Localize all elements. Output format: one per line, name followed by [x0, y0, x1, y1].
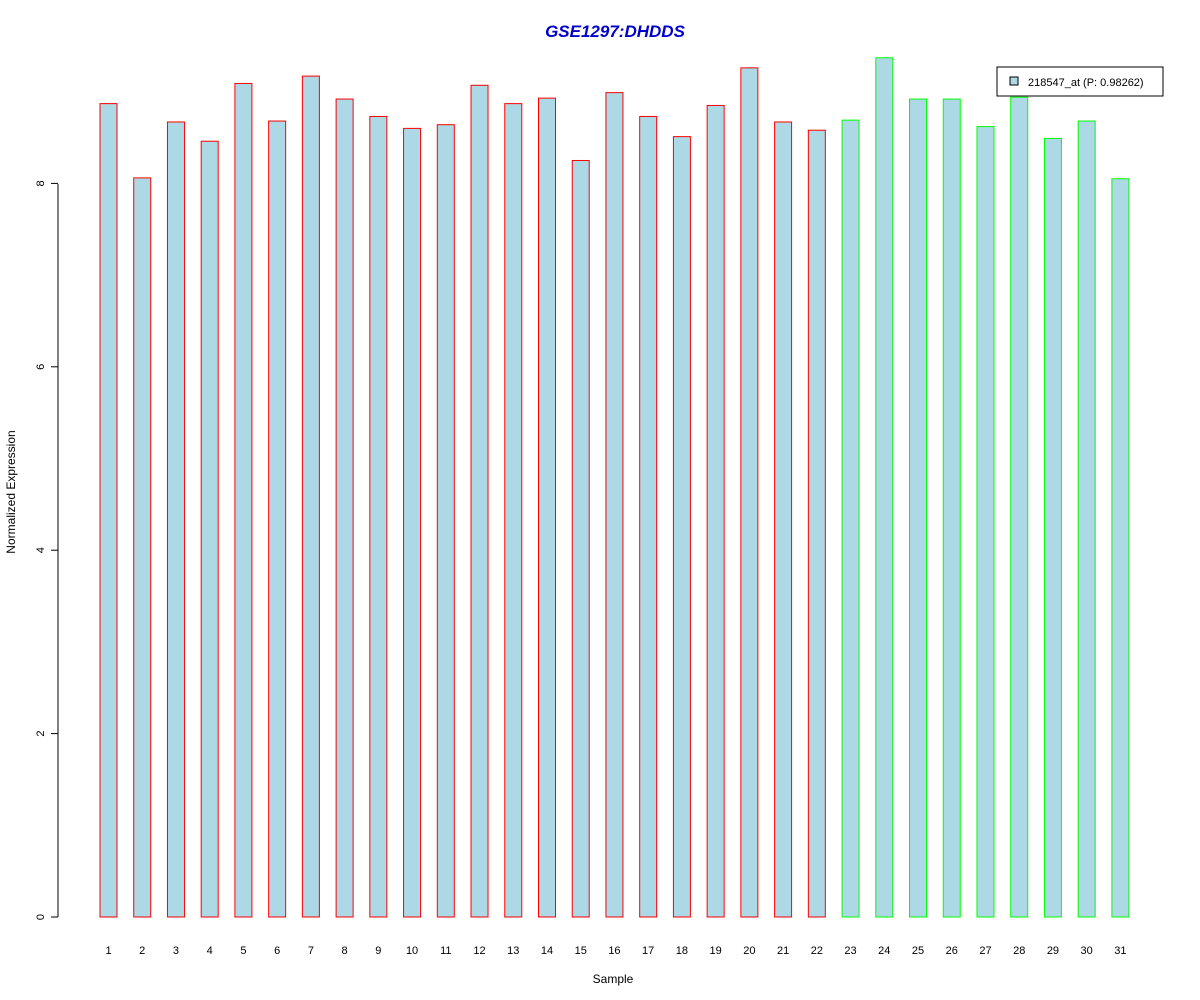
x-tick-label: 31: [1114, 945, 1126, 957]
x-tick-label: 29: [1047, 945, 1059, 957]
bar-sample-17: [639, 115, 658, 918]
x-tick-label: 23: [844, 945, 856, 957]
bar-sample-3: [166, 121, 185, 918]
bar-sample-16: [605, 92, 624, 918]
x-tick-label: 26: [946, 945, 958, 957]
bar-sample-30: [1077, 120, 1096, 918]
bar-sample-29: [1043, 137, 1062, 918]
y-tick-label: 4: [35, 547, 47, 553]
chart-title: GSE1297:DHDDS: [545, 22, 685, 41]
x-tick-label: 12: [473, 945, 485, 957]
x-axis-title: Sample: [593, 972, 634, 986]
y-axis-ticks: 0 2 4 6 8: [35, 180, 58, 920]
y-axis-title: Normalized Expression: [4, 430, 18, 553]
bar-sample-9: [369, 115, 388, 918]
legend-box: [996, 66, 1164, 97]
bar-sample-20: [740, 67, 759, 918]
bar-sample-2: [133, 177, 152, 918]
x-tick-label: 1: [105, 945, 111, 957]
bar-sample-6: [268, 120, 287, 918]
x-axis-labels: 1 2 3 4 5 6 7 8 9 10 11 12 13 14 15 16 17 18 19 20 21 22 23 24 2…: [105, 945, 1126, 957]
x-tick-label: 16: [608, 945, 620, 957]
bar-sample-12: [470, 84, 489, 918]
x-tick-label: 15: [575, 945, 587, 957]
bar-sample-7: [301, 75, 320, 918]
bar-sample-21: [774, 121, 793, 918]
bar-sample-8: [335, 98, 354, 918]
bar-sample-4: [200, 140, 219, 918]
bar-sample-26: [942, 98, 961, 918]
x-tick-label: 9: [375, 945, 381, 957]
bar-sample-22: [807, 129, 826, 918]
x-tick-label: 21: [777, 945, 789, 957]
y-tick-label: 0: [35, 914, 47, 920]
x-tick-label: 25: [912, 945, 924, 957]
bar-sample-24: [875, 57, 894, 918]
bar-sample-1: [99, 103, 118, 918]
legend-swatch: [1009, 76, 1019, 86]
x-tick-label: 13: [507, 945, 519, 957]
x-tick-label: 6: [274, 945, 280, 957]
x-tick-label: 19: [710, 945, 722, 957]
bar-sample-31: [1111, 178, 1130, 918]
bar-sample-11: [436, 124, 455, 918]
bar-sample-27: [976, 126, 995, 918]
x-tick-label: 28: [1013, 945, 1025, 957]
bar-sample-15: [571, 159, 590, 918]
x-tick-label: 30: [1081, 945, 1093, 957]
bar-sample-10: [403, 127, 422, 918]
x-tick-label: 22: [811, 945, 823, 957]
x-tick-label: 3: [173, 945, 179, 957]
x-tick-label: 27: [979, 945, 991, 957]
legend: 218547_at (P: 0.98262): [996, 66, 1164, 97]
bar-sample-18: [672, 136, 691, 918]
bar-sample-28: [1010, 96, 1029, 918]
legend-label: 218547_at (P: 0.98262): [1028, 77, 1144, 89]
y-tick-label: 6: [35, 364, 47, 370]
bar-sample-5: [234, 82, 253, 918]
bar-sample-25: [909, 98, 928, 918]
x-tick-label: 10: [406, 945, 418, 957]
x-tick-label: 8: [342, 945, 348, 957]
x-tick-label: 18: [676, 945, 688, 957]
x-tick-label: 11: [440, 945, 451, 957]
x-tick-label: 5: [240, 945, 246, 957]
bar-sample-13: [504, 103, 523, 918]
x-tick-label: 2: [139, 945, 145, 957]
bar-sample-23: [841, 119, 860, 918]
bars-group: [99, 57, 1130, 918]
x-tick-label: 7: [308, 945, 314, 957]
bar-sample-14: [537, 97, 556, 918]
x-tick-label: 24: [878, 945, 890, 957]
x-tick-label: 14: [541, 945, 553, 957]
x-tick-label: 4: [207, 945, 213, 957]
x-tick-label: 20: [743, 945, 755, 957]
y-tick-label: 2: [35, 731, 47, 737]
bar-sample-19: [706, 104, 725, 918]
x-tick-label: 17: [642, 945, 654, 957]
y-tick-label: 8: [35, 180, 47, 186]
